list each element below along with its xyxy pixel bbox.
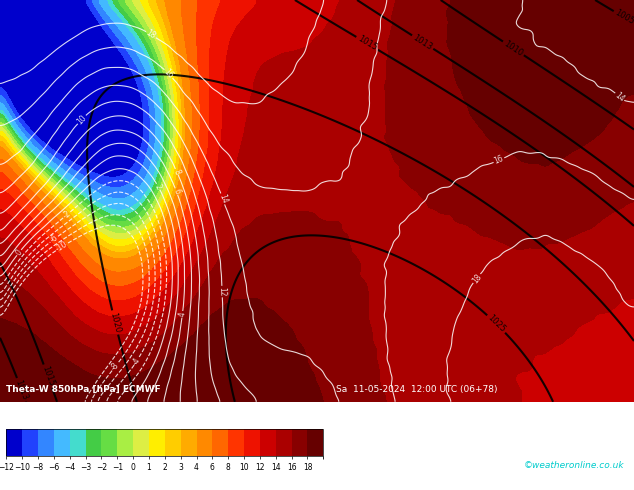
Text: -4: -4 (131, 355, 143, 367)
Text: 0: 0 (14, 248, 24, 257)
Text: 1015: 1015 (40, 365, 56, 388)
Text: Theta-W 850hPa [hPa] ECMWF: Theta-W 850hPa [hPa] ECMWF (6, 385, 161, 394)
Text: -8: -8 (109, 361, 121, 372)
Text: ©weatheronline.co.uk: ©weatheronline.co.uk (524, 462, 624, 470)
Text: -2: -2 (61, 209, 72, 220)
Text: 14: 14 (613, 90, 626, 103)
Text: 1025: 1025 (486, 313, 507, 334)
Text: 16: 16 (493, 154, 505, 166)
Text: Sa  11-05-2024  12:00 UTC (06+78): Sa 11-05-2024 12:00 UTC (06+78) (336, 385, 498, 394)
Text: 1005: 1005 (613, 8, 634, 26)
Text: 12: 12 (217, 287, 227, 296)
Text: 1015: 1015 (356, 34, 378, 52)
Text: 1013: 1013 (13, 378, 30, 401)
Text: 1013: 1013 (411, 33, 434, 51)
Text: 18: 18 (145, 28, 157, 41)
Text: -10: -10 (55, 240, 70, 254)
Text: 1010: 1010 (502, 39, 525, 58)
Text: 18: 18 (470, 272, 483, 285)
Text: 16: 16 (162, 67, 175, 80)
Text: 6: 6 (171, 188, 181, 196)
Text: 8: 8 (172, 168, 182, 176)
Text: 2: 2 (153, 183, 164, 191)
Text: -6: -6 (48, 233, 60, 245)
Text: 4: 4 (178, 312, 187, 318)
Text: 14: 14 (217, 193, 228, 205)
Text: 1020: 1020 (108, 311, 122, 334)
Text: 10: 10 (75, 113, 88, 126)
